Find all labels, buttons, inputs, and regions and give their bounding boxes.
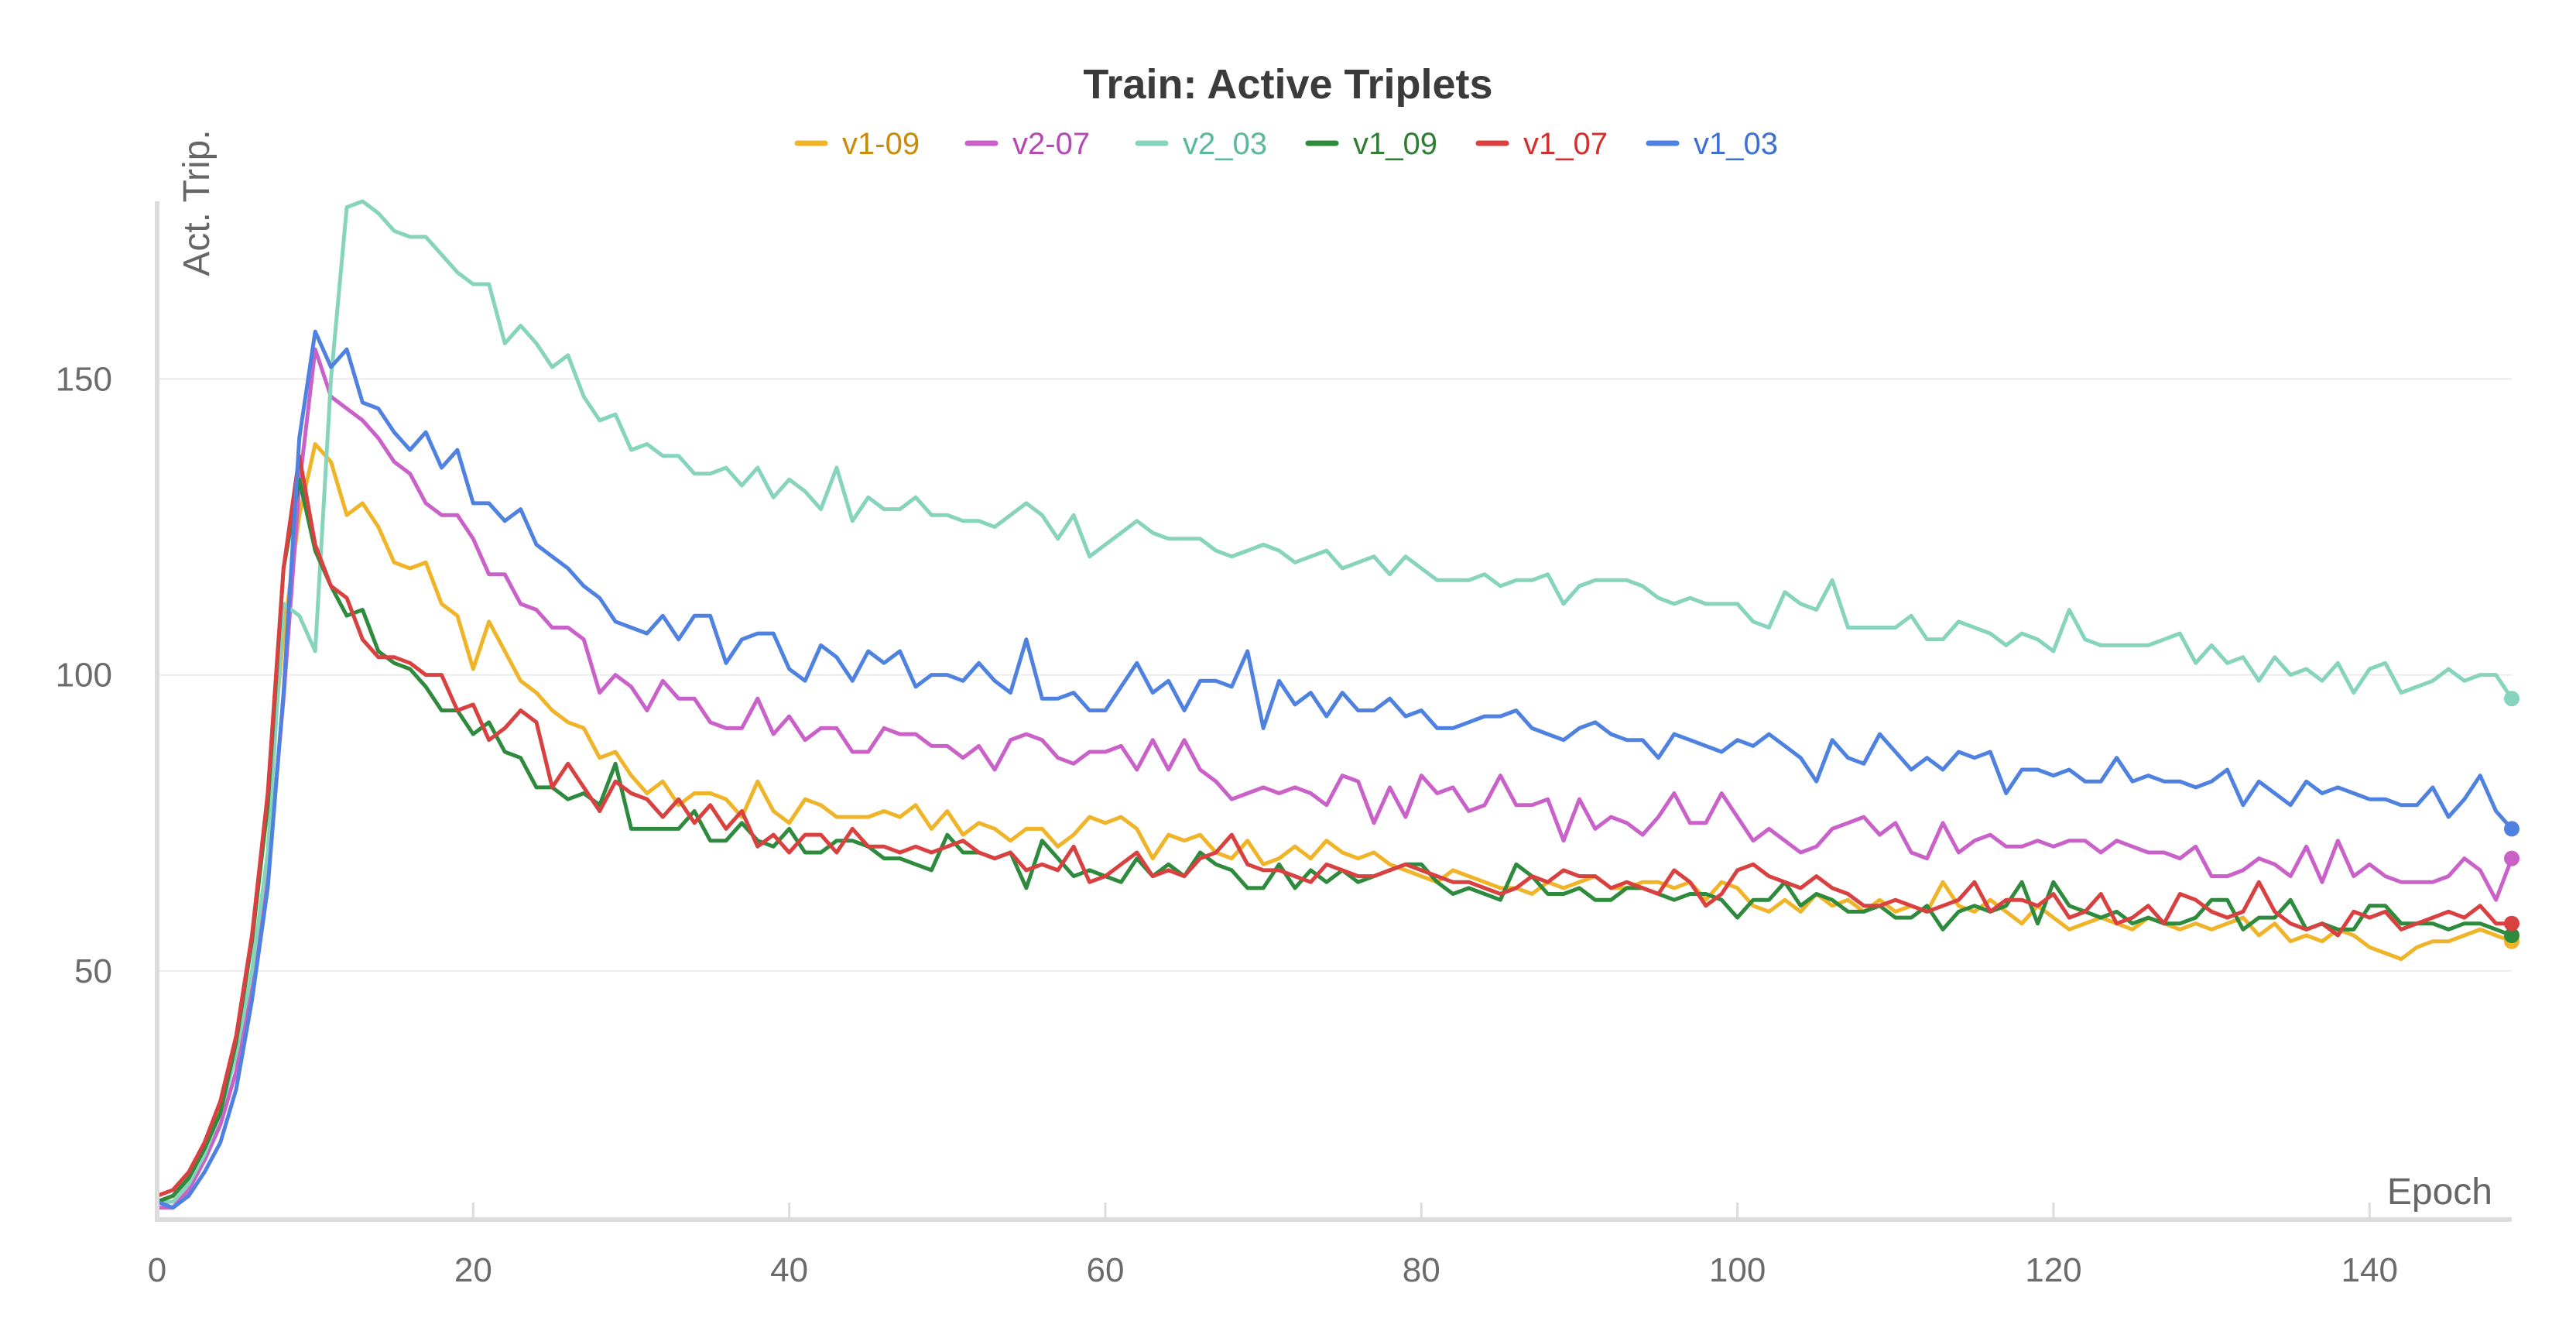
series-endpoint-v1_09[interactable]: [2504, 928, 2519, 944]
legend-label: v1_03: [1694, 127, 1778, 161]
series-line-v2_03[interactable]: [155, 199, 2514, 1204]
series-endpoint-v2_03[interactable]: [2504, 691, 2519, 707]
y-tick-label: 150: [56, 360, 112, 398]
legend-label: v2-07: [1012, 127, 1090, 161]
legend-item-v1_09[interactable]: v1_09: [1305, 127, 1437, 161]
legend-label: v1_09: [1353, 127, 1437, 161]
x-axis-label: Epoch: [2387, 1172, 2492, 1213]
legend-item-v2-07[interactable]: v2-07: [964, 127, 1090, 161]
x-tick-label: 100: [1709, 1251, 1766, 1289]
series-layer: [155, 199, 2519, 1210]
legend-item-v1_03[interactable]: v1_03: [1646, 127, 1778, 161]
series-endpoint-v1_07[interactable]: [2504, 915, 2519, 931]
series-endpoint-v2-07[interactable]: [2504, 850, 2519, 866]
y-tick-label: 50: [74, 952, 112, 990]
series-endpoint-v1_03[interactable]: [2504, 821, 2519, 837]
series-line-v1_03[interactable]: [155, 329, 2514, 1210]
legend-item-v2_03[interactable]: v2_03: [1135, 127, 1267, 161]
x-tick-label: 120: [2025, 1251, 2081, 1289]
series-line-v1_09[interactable]: [155, 477, 2514, 1204]
x-tick-label: 0: [148, 1251, 166, 1289]
legend[interactable]: v1-09 v2-07 v2_03 v1_09 v1_07 v1_03: [794, 127, 1778, 161]
x-tick-label: 40: [770, 1251, 808, 1289]
x-tick-label: 20: [454, 1251, 492, 1289]
legend-item-v1_07[interactable]: v1_07: [1475, 127, 1608, 161]
x-tick-label: 60: [1086, 1251, 1124, 1289]
series-line-v1_07[interactable]: [155, 454, 2514, 1198]
x-tick-label: 80: [1403, 1251, 1440, 1289]
legend-label: v1_07: [1523, 127, 1608, 161]
axes: 50 100 150 0 20 40 60 80 100 120 140: [56, 201, 2512, 1289]
legend-label: v2_03: [1183, 127, 1267, 161]
legend-item-v1-09[interactable]: v1-09: [794, 127, 920, 161]
legend-label: v1-09: [842, 127, 920, 161]
grid: [157, 378, 2512, 972]
x-tick-label: 140: [2341, 1251, 2398, 1289]
y-axis-label: Act. Trip.: [176, 129, 218, 276]
chart-title: Train: Active Triplets: [1083, 61, 1492, 108]
y-tick-label: 100: [56, 657, 112, 695]
series-line-v2-07[interactable]: [155, 347, 2514, 1210]
